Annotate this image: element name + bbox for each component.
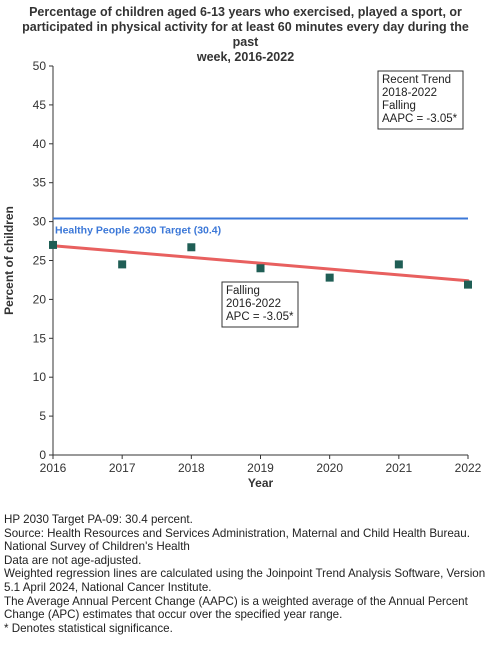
- y-tick-label: 50: [33, 59, 47, 73]
- footnote-source: Source: Health Resources and Services Ad…: [4, 526, 470, 554]
- footnote-aapc: The Average Annual Percent Change (AAPC)…: [4, 594, 468, 622]
- y-tick-label: 15: [33, 331, 47, 345]
- recent-trend-annotation-text: Falling: [382, 100, 416, 112]
- data-point: [464, 280, 472, 289]
- x-tick-label: 2022: [455, 461, 482, 475]
- y-tick-label: 35: [33, 176, 47, 190]
- chart-title-line-3: week, 2016-2022: [196, 50, 295, 64]
- y-tick-label: 25: [33, 254, 47, 268]
- x-tick-label: 2016: [40, 461, 67, 475]
- x-tick-label: 2019: [247, 461, 274, 475]
- footnote-regression: Weighted regression lines are calculated…: [4, 567, 486, 594]
- trend-line: [51, 244, 470, 283]
- x-tick-label: 2020: [316, 461, 343, 475]
- x-tick-label: 2017: [109, 461, 136, 475]
- recent-trend-annotation-box: [377, 70, 464, 130]
- y-tick-label: 0: [39, 448, 46, 462]
- data-point: [49, 240, 57, 249]
- segment-trend-annotation-text: APC = -3.05*: [226, 311, 294, 323]
- chart-title: Percentage of children aged 6-13 years w…: [10, 5, 481, 65]
- y-tick-label: 10: [33, 370, 47, 384]
- data-point: [256, 264, 265, 273]
- y-tick-label: 45: [33, 98, 47, 112]
- data-point: [325, 273, 334, 282]
- footnotes: HP 2030 Target PA-09: 30.4 percent. Sour…: [4, 513, 489, 635]
- y-tick-label: 5: [39, 409, 46, 423]
- segment-trend-annotation-box: [221, 281, 299, 328]
- recent-trend-annotation-text: AAPC = -3.05*: [382, 113, 458, 125]
- footnote-target: HP 2030 Target PA-09: 30.4 percent.: [4, 513, 193, 526]
- y-tick-label: 20: [33, 292, 47, 306]
- footnote-adjustment: Data are not age-adjusted.: [4, 553, 142, 567]
- chart-title-line-2: participated in physical activity for at…: [22, 20, 469, 49]
- x-tick-label: 2021: [385, 461, 412, 475]
- data-point: [118, 260, 127, 269]
- data-point: [187, 243, 196, 252]
- y-axis-label: Percent of children: [2, 206, 16, 315]
- recent-trend-annotation-text: 2018-2022: [382, 87, 437, 99]
- segment-trend-annotation-text: Falling: [226, 285, 260, 297]
- trend-chart: 0 5 10 15 20 25 30 35 40 45 50 2016 2017 2018 2019 2020…: [2, 59, 482, 490]
- x-tick-label: 2018: [178, 461, 205, 475]
- data-point: [394, 260, 403, 269]
- footnote-significance: * Denotes statistical significance.: [4, 621, 173, 635]
- y-tick-label: 30: [33, 215, 47, 229]
- recent-trend-annotation-text: Recent Trend: [382, 74, 451, 86]
- x-axis-label: Year: [248, 476, 274, 490]
- chart-title-line-1: Percentage of children aged 6-13 years w…: [29, 5, 462, 19]
- y-tick-label: 40: [33, 137, 47, 151]
- target-label: Healthy People 2030 Target (30.4): [55, 224, 221, 236]
- segment-trend-annotation-text: 2016-2022: [226, 298, 281, 310]
